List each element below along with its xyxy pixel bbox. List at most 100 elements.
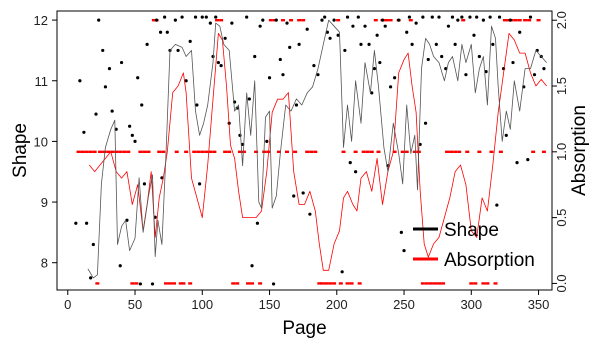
absorption-raw-point <box>457 150 462 154</box>
y-tick-label: 8 <box>41 256 48 271</box>
absorption-raw-point <box>424 282 429 285</box>
shape-line-group <box>87 19 547 279</box>
absorption-raw-point <box>241 150 246 154</box>
shape-raw-point <box>383 24 387 28</box>
absorption-raw-point <box>338 282 343 285</box>
absorption-raw-point <box>541 150 546 154</box>
absorption-raw-point <box>437 282 442 285</box>
shape-raw-point <box>145 42 149 46</box>
shape-raw-point <box>150 282 155 286</box>
shape-raw-point <box>142 182 147 186</box>
x-tick-label: 300 <box>460 297 482 312</box>
shape-raw-point <box>410 42 414 46</box>
shape-raw-point <box>119 60 124 65</box>
absorption-raw-point <box>208 150 213 154</box>
absorption-raw-point <box>400 150 405 154</box>
shape-raw-point <box>343 48 347 53</box>
shape-raw-point <box>511 60 515 65</box>
shape-raw-point <box>323 15 327 19</box>
shape-raw-point <box>281 73 285 77</box>
absorption-raw-point <box>517 19 522 22</box>
absorption-raw-point <box>527 19 532 22</box>
shape-raw-point <box>456 18 460 22</box>
shape-raw-point <box>421 15 425 19</box>
shape-raw-point <box>316 73 320 77</box>
absorption-raw-point <box>502 19 507 22</box>
absorption-raw-point <box>184 150 189 154</box>
shape-raw-point <box>245 15 249 19</box>
absorption-raw-point <box>441 282 446 285</box>
shape-raw-point <box>481 18 485 22</box>
shape-raw-point <box>488 15 492 19</box>
absorption-raw-point <box>489 150 494 154</box>
y2-tick-label: 0.0 <box>554 274 569 292</box>
x-tick-label: 50 <box>128 297 142 312</box>
shape-raw-point <box>414 21 418 25</box>
absorption-raw-point <box>373 19 378 22</box>
absorption-raw-point <box>231 282 236 285</box>
shape-raw-point <box>136 76 140 80</box>
absorption-raw-point <box>369 150 374 154</box>
absorption-raw-point <box>95 282 100 285</box>
y2-axis-title: Absorption <box>569 105 590 196</box>
shape-raw-point <box>258 24 262 28</box>
shape-raw-point <box>89 276 93 280</box>
shape-raw-point <box>402 248 406 253</box>
absorption-raw-point <box>481 282 486 285</box>
shape-raw-point <box>528 15 533 19</box>
absorption-raw-point <box>376 150 381 154</box>
shape-raw-point <box>261 18 265 22</box>
shape-raw-point <box>399 230 403 234</box>
legend: Shape Absorption <box>413 220 535 271</box>
absorption-raw-point <box>473 282 478 285</box>
absorption-raw-point <box>84 150 89 154</box>
absorption-raw-point <box>449 150 454 154</box>
absorption-raw-point <box>469 282 474 285</box>
absorption-raw-point <box>98 150 103 154</box>
shape-raw-point <box>477 54 481 59</box>
shape-raw-point <box>423 121 428 125</box>
shape-raw-point <box>197 182 202 186</box>
shape-raw-point <box>267 76 272 80</box>
absorption-raw-point <box>268 19 273 22</box>
shape-raw-point <box>378 60 382 65</box>
shape-raw-point <box>204 15 208 19</box>
shape-raw-point <box>508 18 512 22</box>
shape-raw-point <box>305 27 309 31</box>
absorption-raw-point <box>285 150 290 154</box>
shape-raw-point <box>430 15 434 19</box>
shape-raw-point <box>200 15 204 19</box>
x-tick-label: 150 <box>259 297 281 312</box>
shape-raw-point <box>440 54 444 59</box>
absorption-raw-points <box>76 19 546 285</box>
absorption-raw-point <box>361 150 366 154</box>
absorption-raw-point <box>235 282 240 285</box>
shape-raw-point <box>271 282 276 286</box>
shape-raw-point <box>292 194 296 198</box>
y-axis-left: 8 9 10 11 12 <box>34 13 57 271</box>
absorption-raw-point <box>204 150 209 154</box>
y2-tick-label: 0.5 <box>554 209 569 227</box>
shape-raw-point <box>288 45 292 49</box>
absorption-raw-point <box>445 150 450 154</box>
absorption-raw-point <box>172 282 177 285</box>
shape-raw-point <box>180 15 184 19</box>
absorption-raw-point <box>134 282 139 285</box>
shape-raw-point <box>208 21 212 25</box>
shape-raw-point <box>74 221 78 225</box>
absorption-raw-point <box>157 150 162 154</box>
absorption-raw-point <box>266 150 271 154</box>
shape-raw-point <box>518 30 522 34</box>
absorption-raw-point <box>223 150 228 154</box>
absorption-raw-point <box>196 150 201 154</box>
shape-raw-point <box>426 57 430 62</box>
absorption-raw-point <box>404 150 409 154</box>
shape-raw-point <box>397 18 401 22</box>
absorption-raw-point <box>332 282 337 285</box>
shape-raw-point <box>375 33 379 37</box>
absorption-raw-point <box>536 19 541 22</box>
absorption-raw-point <box>181 282 186 285</box>
shape-raw-point <box>515 161 519 165</box>
absorption-raw-point <box>80 150 85 154</box>
